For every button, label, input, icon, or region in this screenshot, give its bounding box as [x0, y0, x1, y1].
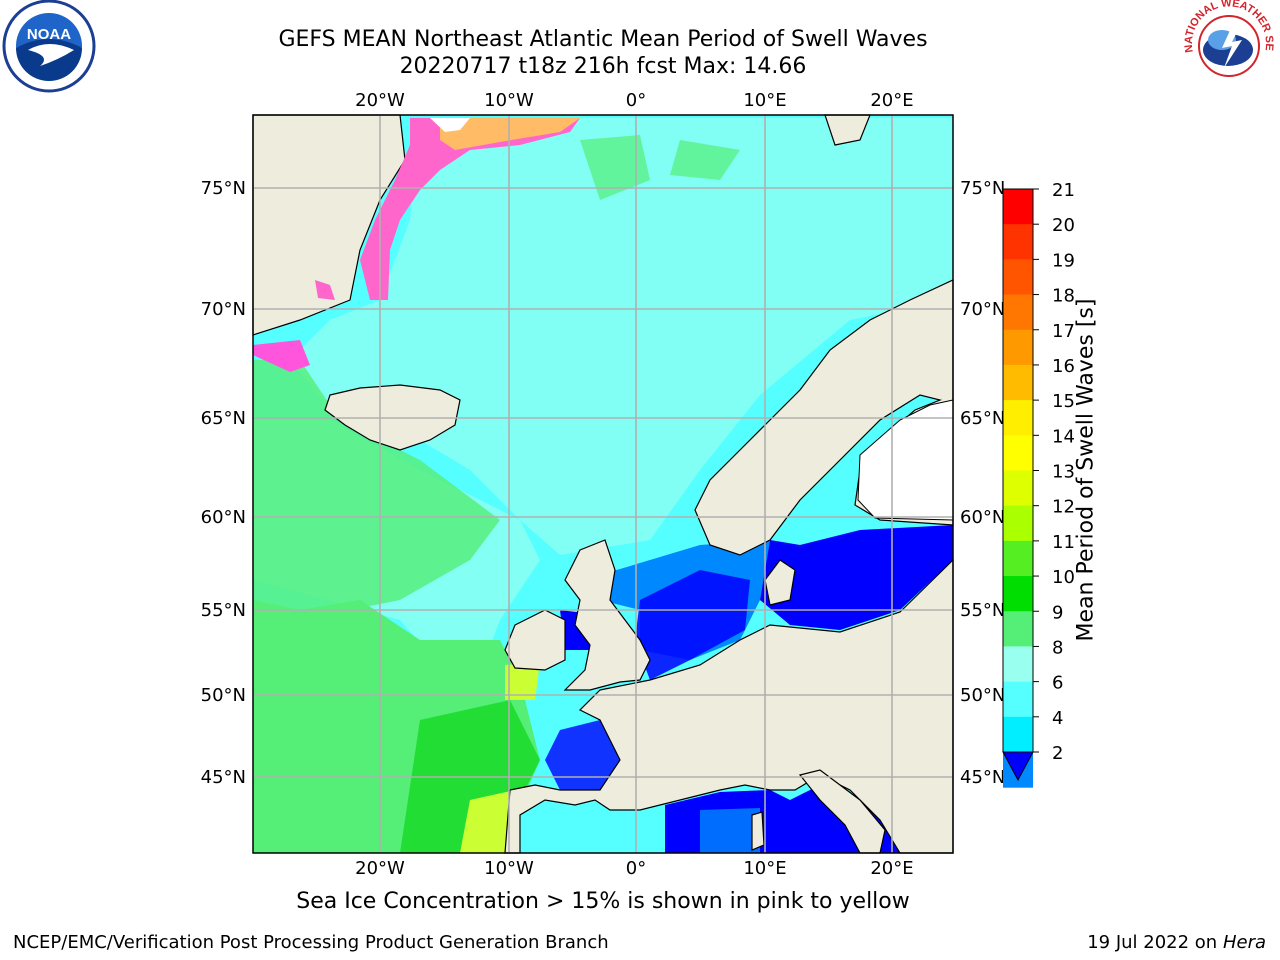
colorbar-tick-label: 12 — [1052, 497, 1075, 518]
lat-label-right: 75°N — [960, 178, 1005, 199]
footer-date: 19 Jul 2022 on Hera — [1087, 932, 1266, 953]
colorbar-tick-label: 8 — [1052, 637, 1063, 658]
noaa-logo: NOAA — [2, 0, 96, 93]
lon-label-bottom: 10°E — [743, 858, 786, 879]
lat-label-right: 45°N — [960, 767, 1005, 788]
colorbar-tick-label: 6 — [1052, 673, 1063, 694]
colorbar-swatch — [1003, 716, 1033, 753]
colorbar-swatch — [1003, 540, 1033, 577]
lon-label-top: 0° — [626, 90, 646, 111]
lat-label-left: 55°N — [201, 600, 246, 621]
lon-label-top: 20°E — [870, 90, 913, 111]
lon-labels: 20°W 10°W 0° 10°E 20°E 20°W 10°W 0° 10°E… — [355, 90, 913, 879]
noaa-logo-text: NOAA — [27, 26, 71, 43]
lat-label-right: 70°N — [960, 299, 1005, 320]
lon-label-top: 10°E — [743, 90, 786, 111]
footer-host: Hera — [1222, 932, 1266, 953]
lon-label-bottom: 20°E — [870, 858, 913, 879]
lat-label-right: 55°N — [960, 600, 1005, 621]
colorbar-swatch — [1003, 329, 1033, 366]
colorbar-swatch — [1003, 435, 1033, 471]
lat-label-left: 65°N — [201, 408, 246, 429]
lat-label-left: 45°N — [201, 767, 246, 788]
colorbar-tick-label: 14 — [1052, 426, 1075, 447]
colorbar-tick-label: 13 — [1052, 462, 1075, 483]
colorbar-swatch — [1003, 505, 1033, 542]
lat-label-left: 60°N — [201, 507, 246, 528]
colorbar-swatch — [1003, 646, 1033, 683]
colorbar-swatch — [1003, 611, 1033, 647]
lon-label-top: 20°W — [355, 90, 405, 111]
colorbar-tick-label: 15 — [1052, 391, 1075, 412]
colorbar-swatch — [1003, 470, 1033, 507]
footer-credit: NCEP/EMC/Verification Post Processing Pr… — [13, 932, 609, 953]
colorbar-swatch — [1003, 681, 1033, 718]
lat-label-left: 50°N — [201, 685, 246, 706]
lon-label-bottom: 10°W — [484, 858, 534, 879]
lon-label-top: 10°W — [484, 90, 534, 111]
colorbar-swatch — [1003, 294, 1033, 331]
footer-date-text: 19 Jul 2022 on — [1087, 932, 1223, 953]
colorbar-tick-label: 10 — [1052, 567, 1075, 588]
lon-label-bottom: 20°W — [355, 858, 405, 879]
sea-ice-note: Sea Ice Concentration > 15% is shown in … — [296, 889, 910, 914]
colorbar: 21 20 19 18 17 16 15 14 13 12 11 10 9 8 6 4 2 — [1002, 180, 1075, 788]
colorbar-tick-label: 19 — [1052, 250, 1075, 271]
map-frame — [252, 114, 954, 854]
colorbar-tick-label: 18 — [1052, 286, 1075, 307]
colorbar-label: Mean Period of Swell Waves [s] — [1073, 298, 1099, 642]
colorbar-tick-label: 9 — [1052, 602, 1063, 623]
colorbar-tick-label: 4 — [1052, 708, 1063, 729]
colorbar-tick-label: 11 — [1052, 532, 1075, 553]
sea-ice — [253, 118, 580, 372]
colorbar-swatch — [1003, 364, 1033, 401]
lat-label-right: 50°N — [960, 685, 1005, 706]
colorbar-swatch — [1003, 576, 1033, 612]
colorbar-swatch — [1003, 189, 1033, 225]
colorbar-swatch — [1003, 400, 1033, 436]
lat-label-right: 60°N — [960, 507, 1005, 528]
colorbar-tick-label: 21 — [1052, 180, 1075, 201]
colorbar-swatch — [1003, 224, 1033, 260]
lat-labels: 75°N 70°N 65°N 60°N 55°N 50°N 45°N 75°N … — [201, 178, 1006, 788]
colorbar-tick-label: 20 — [1052, 215, 1075, 236]
lat-label-right: 65°N — [960, 408, 1005, 429]
colorbar-tick-label: 17 — [1052, 321, 1075, 342]
lon-label-bottom: 0° — [626, 858, 646, 879]
colorbar-tick-label: 16 — [1052, 356, 1075, 377]
colorbar-tick-label: 2 — [1052, 743, 1063, 764]
title-line-2: 20220717 t18z 216h fcst Max: 14.66 — [399, 54, 807, 79]
colorbar-swatch — [1003, 259, 1033, 296]
map-area — [252, 114, 954, 854]
lat-label-left: 70°N — [201, 299, 246, 320]
title-line-1: GEFS MEAN Northeast Atlantic Mean Period… — [278, 27, 928, 52]
lat-label-left: 75°N — [201, 178, 246, 199]
gridlines — [253, 115, 953, 853]
